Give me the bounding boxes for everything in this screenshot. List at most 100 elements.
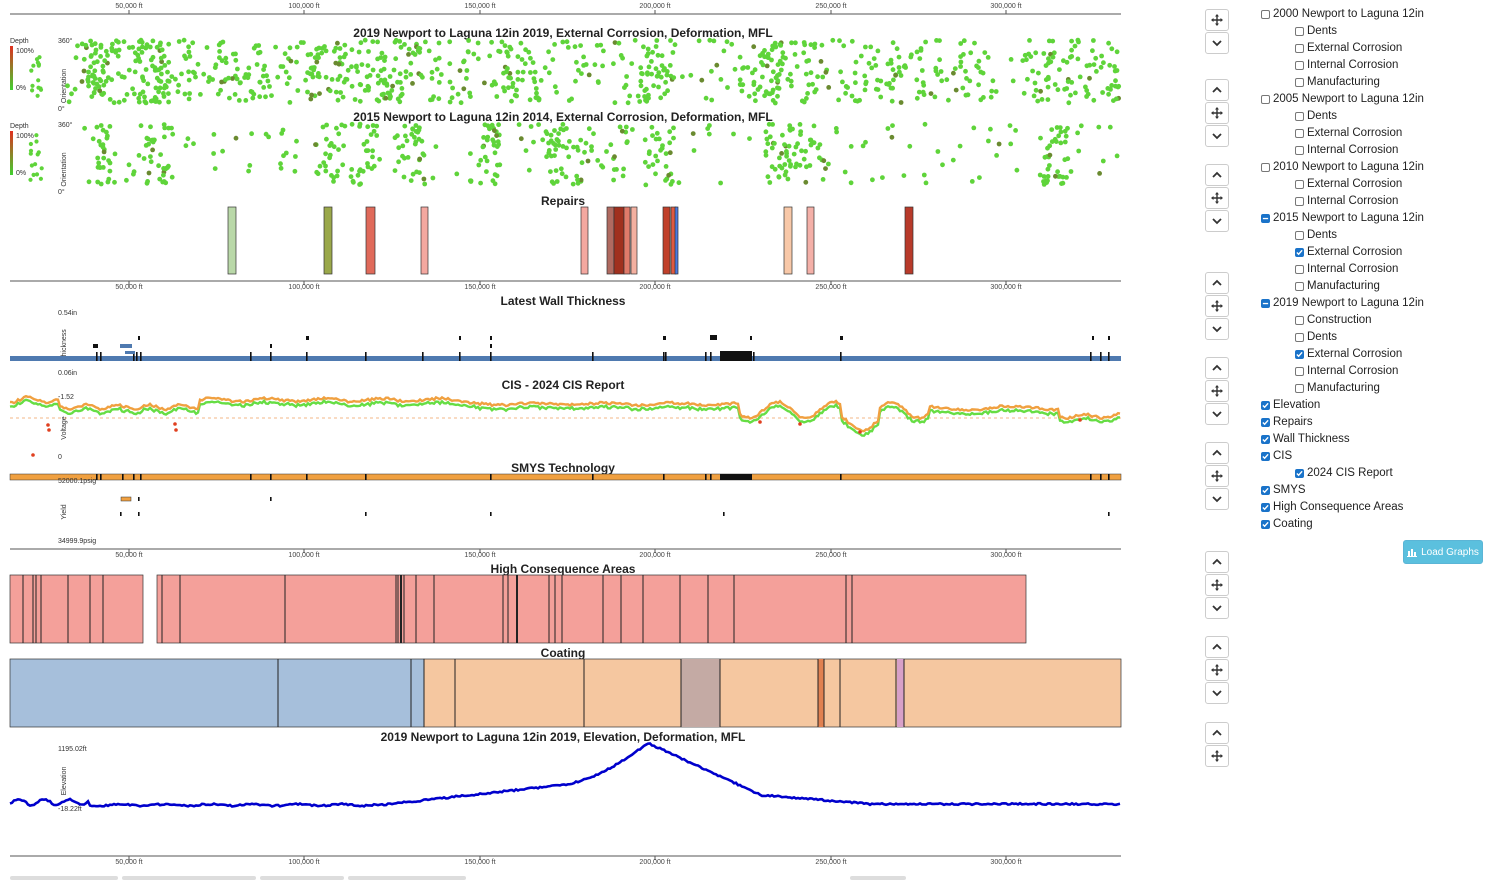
- wall-thickness-reading: [490, 344, 492, 348]
- layer-item[interactable]: High Consequence Areas: [1261, 499, 1424, 516]
- move-button[interactable]: [1205, 102, 1229, 124]
- layer-checkbox[interactable]: [1295, 129, 1304, 138]
- layer-item[interactable]: 2000 Newport to Laguna 12in: [1261, 6, 1424, 23]
- layer-item[interactable]: Repairs: [1261, 414, 1424, 431]
- move-button[interactable]: [1205, 574, 1229, 596]
- move-up-button[interactable]: [1205, 551, 1229, 573]
- move-button[interactable]: [1205, 9, 1229, 31]
- layer-checkbox[interactable]: [1295, 197, 1304, 206]
- move-up-button[interactable]: [1205, 272, 1229, 294]
- move-button[interactable]: [1205, 745, 1229, 767]
- layer-checkbox[interactable]: [1295, 27, 1304, 36]
- layer-checkbox[interactable]: [1295, 248, 1304, 257]
- layer-checkbox[interactable]: [1295, 316, 1304, 325]
- layer-checkbox[interactable]: [1261, 435, 1270, 444]
- anomaly-point: [1068, 169, 1074, 174]
- layer-item[interactable]: Internal Corrosion: [1261, 363, 1424, 380]
- move-button[interactable]: [1205, 659, 1229, 681]
- layer-checkbox[interactable]: [1295, 469, 1304, 478]
- layer-checkbox[interactable]: [1261, 163, 1270, 172]
- move-down-button[interactable]: [1205, 210, 1229, 232]
- move-up-button[interactable]: [1205, 164, 1229, 186]
- layer-item[interactable]: Construction: [1261, 312, 1424, 329]
- layer-item[interactable]: 2015 Newport to Laguna 12in: [1261, 210, 1424, 227]
- layer-checkbox[interactable]: [1261, 486, 1270, 495]
- layer-item[interactable]: Dents: [1261, 227, 1424, 244]
- layer-item[interactable]: Manufacturing: [1261, 74, 1424, 91]
- anomaly-point: [88, 38, 93, 44]
- layer-item[interactable]: Internal Corrosion: [1261, 57, 1424, 74]
- layer-item[interactable]: External Corrosion: [1261, 176, 1424, 193]
- layer-item[interactable]: CIS: [1261, 448, 1424, 465]
- layer-item[interactable]: SMYS: [1261, 482, 1424, 499]
- layer-checkbox[interactable]: [1295, 146, 1304, 155]
- move-button[interactable]: [1205, 295, 1229, 317]
- layer-checkbox[interactable]: [1261, 299, 1270, 308]
- layer-checkbox[interactable]: [1295, 112, 1304, 121]
- anomaly-point: [116, 47, 122, 53]
- layer-checkbox[interactable]: [1295, 282, 1304, 291]
- anomaly-point: [570, 181, 576, 187]
- layer-item[interactable]: 2010 Newport to Laguna 12in: [1261, 159, 1424, 176]
- move-down-button[interactable]: [1205, 488, 1229, 510]
- layer-item[interactable]: Dents: [1261, 23, 1424, 40]
- load-graphs-button[interactable]: Load Graphs: [1403, 540, 1483, 564]
- layer-checkbox[interactable]: [1295, 265, 1304, 274]
- layer-item[interactable]: Wall Thickness: [1261, 431, 1424, 448]
- bottom-tab[interactable]: [850, 876, 906, 880]
- move-up-button[interactable]: [1205, 79, 1229, 101]
- bottom-tab[interactable]: [10, 876, 118, 880]
- layer-checkbox[interactable]: [1295, 78, 1304, 87]
- anomaly-point: [788, 163, 793, 169]
- layer-item[interactable]: Coating: [1261, 516, 1424, 533]
- move-down-button[interactable]: [1205, 125, 1229, 147]
- layer-checkbox[interactable]: [1261, 503, 1270, 512]
- layer-item[interactable]: External Corrosion: [1261, 40, 1424, 57]
- layer-checkbox[interactable]: [1261, 10, 1270, 19]
- move-down-button[interactable]: [1205, 682, 1229, 704]
- layer-checkbox[interactable]: [1261, 95, 1270, 104]
- layer-checkbox[interactable]: [1295, 44, 1304, 53]
- layer-item[interactable]: 2019 Newport to Laguna 12in: [1261, 295, 1424, 312]
- layer-checkbox[interactable]: [1295, 384, 1304, 393]
- layer-checkbox[interactable]: [1295, 61, 1304, 70]
- layer-item[interactable]: Manufacturing: [1261, 278, 1424, 295]
- move-up-button[interactable]: [1205, 722, 1229, 744]
- move-down-button[interactable]: [1205, 318, 1229, 340]
- layer-item[interactable]: Manufacturing: [1261, 380, 1424, 397]
- layer-item[interactable]: External Corrosion: [1261, 125, 1424, 142]
- layer-checkbox[interactable]: [1295, 350, 1304, 359]
- move-up-button[interactable]: [1205, 357, 1229, 379]
- move-down-button[interactable]: [1205, 403, 1229, 425]
- move-button[interactable]: [1205, 187, 1229, 209]
- move-button[interactable]: [1205, 465, 1229, 487]
- bottom-tab[interactable]: [260, 876, 344, 880]
- layer-checkbox[interactable]: [1261, 418, 1270, 427]
- layer-item[interactable]: Elevation: [1261, 397, 1424, 414]
- layer-item[interactable]: Internal Corrosion: [1261, 261, 1424, 278]
- move-down-button[interactable]: [1205, 32, 1229, 54]
- layer-checkbox[interactable]: [1261, 520, 1270, 529]
- move-button[interactable]: [1205, 380, 1229, 402]
- layer-item[interactable]: Internal Corrosion: [1261, 142, 1424, 159]
- bottom-tab[interactable]: [348, 876, 466, 880]
- layer-item[interactable]: Dents: [1261, 329, 1424, 346]
- bottom-tab[interactable]: [122, 876, 256, 880]
- layer-item[interactable]: Dents: [1261, 108, 1424, 125]
- layer-checkbox[interactable]: [1295, 231, 1304, 240]
- move-down-button[interactable]: [1205, 597, 1229, 619]
- layer-checkbox[interactable]: [1295, 367, 1304, 376]
- layer-item[interactable]: 2024 CIS Report: [1261, 465, 1424, 482]
- layer-checkbox[interactable]: [1261, 452, 1270, 461]
- layer-checkbox[interactable]: [1261, 214, 1270, 223]
- anomaly-point: [34, 133, 39, 138]
- move-up-button[interactable]: [1205, 636, 1229, 658]
- layer-checkbox[interactable]: [1295, 180, 1304, 189]
- layer-checkbox[interactable]: [1261, 401, 1270, 410]
- layer-checkbox[interactable]: [1295, 333, 1304, 342]
- move-up-button[interactable]: [1205, 442, 1229, 464]
- layer-item[interactable]: External Corrosion: [1261, 244, 1424, 261]
- layer-item[interactable]: External Corrosion: [1261, 346, 1424, 363]
- layer-item[interactable]: 2005 Newport to Laguna 12in: [1261, 91, 1424, 108]
- layer-item[interactable]: Internal Corrosion: [1261, 193, 1424, 210]
